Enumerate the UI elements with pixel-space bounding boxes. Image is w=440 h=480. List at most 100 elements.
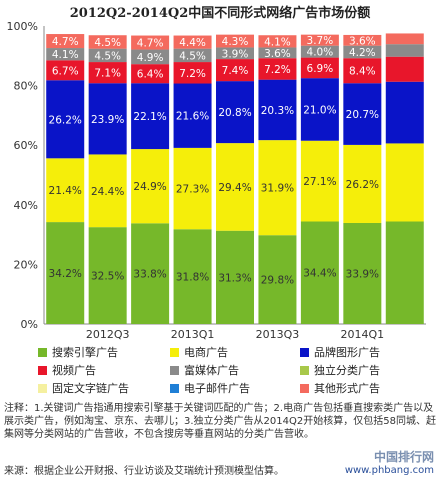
bar-segment	[46, 80, 85, 159]
legend-label: 搜索引擎广告	[52, 346, 118, 359]
data-label: 31.9%	[261, 183, 294, 195]
data-label: 4.3%	[222, 36, 249, 48]
data-label: 4.9%	[137, 52, 164, 64]
y-tick-label: 0%	[21, 318, 38, 331]
data-label: 4.2%	[349, 47, 376, 59]
legend-item: 独立分类广告	[300, 362, 380, 378]
data-label: 7.4%	[222, 65, 249, 77]
chart-notes: 注释：1.关键词广告指通用搜索引擎基于关键词匹配的广告；2.电商广告包括垂直搜索…	[4, 403, 436, 440]
data-label: 32.5%	[91, 271, 124, 283]
legend-swatch	[38, 347, 47, 357]
bar-segment	[173, 229, 212, 324]
bar-segment	[258, 35, 297, 48]
bar-segment	[173, 48, 212, 63]
bar-segment	[131, 149, 170, 224]
legend-item: 搜索引擎广告	[38, 344, 118, 360]
data-label: 21.4%	[49, 185, 82, 197]
bar-segment	[385, 143, 424, 222]
watermark: 中国排行网 www.phbang.com	[345, 448, 434, 476]
legend-item: 品牌图形广告	[300, 344, 380, 360]
bar-segment	[216, 230, 254, 324]
y-tick-label: 40%	[14, 199, 38, 212]
bar-segment	[300, 34, 339, 46]
legend-swatch	[170, 347, 179, 357]
bar-segment	[46, 60, 85, 81]
data-label: 23.9%	[91, 114, 124, 126]
legend-item: 富媒体广告	[170, 362, 239, 378]
data-label: 4.0%	[307, 47, 334, 59]
bar-segment	[88, 154, 127, 228]
bar-segment	[173, 83, 212, 148]
bar-segment	[46, 222, 85, 324]
legend-item: 固定文字链广告	[38, 380, 129, 396]
bar-segment	[258, 79, 297, 141]
data-label: 7.1%	[94, 68, 121, 80]
data-label: 3.6%	[349, 35, 376, 47]
data-label: 3.7%	[307, 35, 334, 47]
data-label: 27.1%	[303, 176, 336, 188]
data-label: 21.0%	[303, 104, 336, 116]
bar-segment	[173, 62, 212, 84]
bar-segment	[88, 48, 127, 63]
data-label: 4.5%	[94, 37, 121, 49]
bar-segment	[343, 34, 382, 46]
data-label: 4.1%	[52, 49, 79, 61]
data-label: 34.4%	[303, 268, 336, 280]
y-tick-label: 100%	[7, 20, 38, 33]
bar-segment	[88, 227, 127, 324]
data-label: 3.6%	[264, 48, 291, 60]
legend-label: 视频广告	[52, 364, 96, 377]
data-label: 4.5%	[179, 50, 206, 62]
legend-swatch	[300, 383, 309, 393]
stacked-bar-chart: 0% 20% 40% 60% 80% 100% 34.2% 21.4% 26.2% 6.7% 4.1…	[7, 20, 426, 340]
bar-segment	[343, 83, 382, 145]
data-label: 7.2%	[179, 68, 206, 80]
bar-segment	[385, 33, 424, 45]
data-label: 3.9%	[222, 48, 249, 60]
bar-segment	[173, 35, 212, 49]
bar-segment	[300, 45, 339, 58]
data-label: 26.2%	[346, 179, 379, 191]
bar-segment	[343, 222, 382, 324]
y-tick-label: 60%	[14, 139, 38, 152]
data-label: 29.8%	[261, 275, 294, 287]
bar-segment	[88, 83, 127, 155]
data-label: 4.5%	[94, 50, 121, 62]
bar-segment	[216, 59, 254, 82]
legend-label: 独立分类广告	[314, 364, 380, 377]
data-label: 27.3%	[176, 184, 209, 196]
legend-label: 电子邮件广告	[184, 382, 250, 395]
watermark-line1: 中国排行网	[373, 450, 434, 464]
data-label: 6.9%	[307, 63, 334, 75]
legend-item: 视频广告	[38, 362, 96, 378]
data-label: 4.7%	[52, 36, 79, 48]
legend-label: 品牌图形广告	[314, 346, 380, 359]
legend-item: 电商广告	[170, 344, 228, 360]
legend-label: 其他形式广告	[314, 382, 380, 395]
bar-segment	[258, 47, 297, 59]
data-label: 33.9%	[346, 268, 379, 280]
legend-swatch	[300, 347, 309, 357]
bar-segment	[46, 158, 85, 223]
legend-item: 电子邮件广告	[170, 380, 250, 396]
data-label: 4.4%	[179, 37, 206, 49]
bar-segment	[216, 34, 254, 48]
bar-segment	[46, 48, 85, 61]
legend-swatch	[300, 365, 309, 375]
bar-segment	[216, 81, 254, 144]
bar-segment	[46, 34, 85, 49]
data-label: 20.8%	[218, 107, 251, 119]
x-tick-label: 2012Q3	[86, 328, 130, 340]
bar-segment	[216, 143, 254, 231]
legend-label: 富媒体广告	[184, 364, 239, 377]
bar-segment	[343, 58, 382, 84]
bar-segment	[258, 140, 297, 236]
data-label: 22.1%	[133, 111, 166, 123]
bar-segment	[173, 147, 212, 230]
legend-swatch	[38, 383, 47, 393]
legend-swatch	[170, 365, 179, 375]
data-label: 7.2%	[264, 64, 291, 76]
data-label: 6.4%	[137, 69, 164, 81]
data-label: 24.9%	[133, 181, 166, 193]
data-label: 8.4%	[349, 66, 376, 78]
